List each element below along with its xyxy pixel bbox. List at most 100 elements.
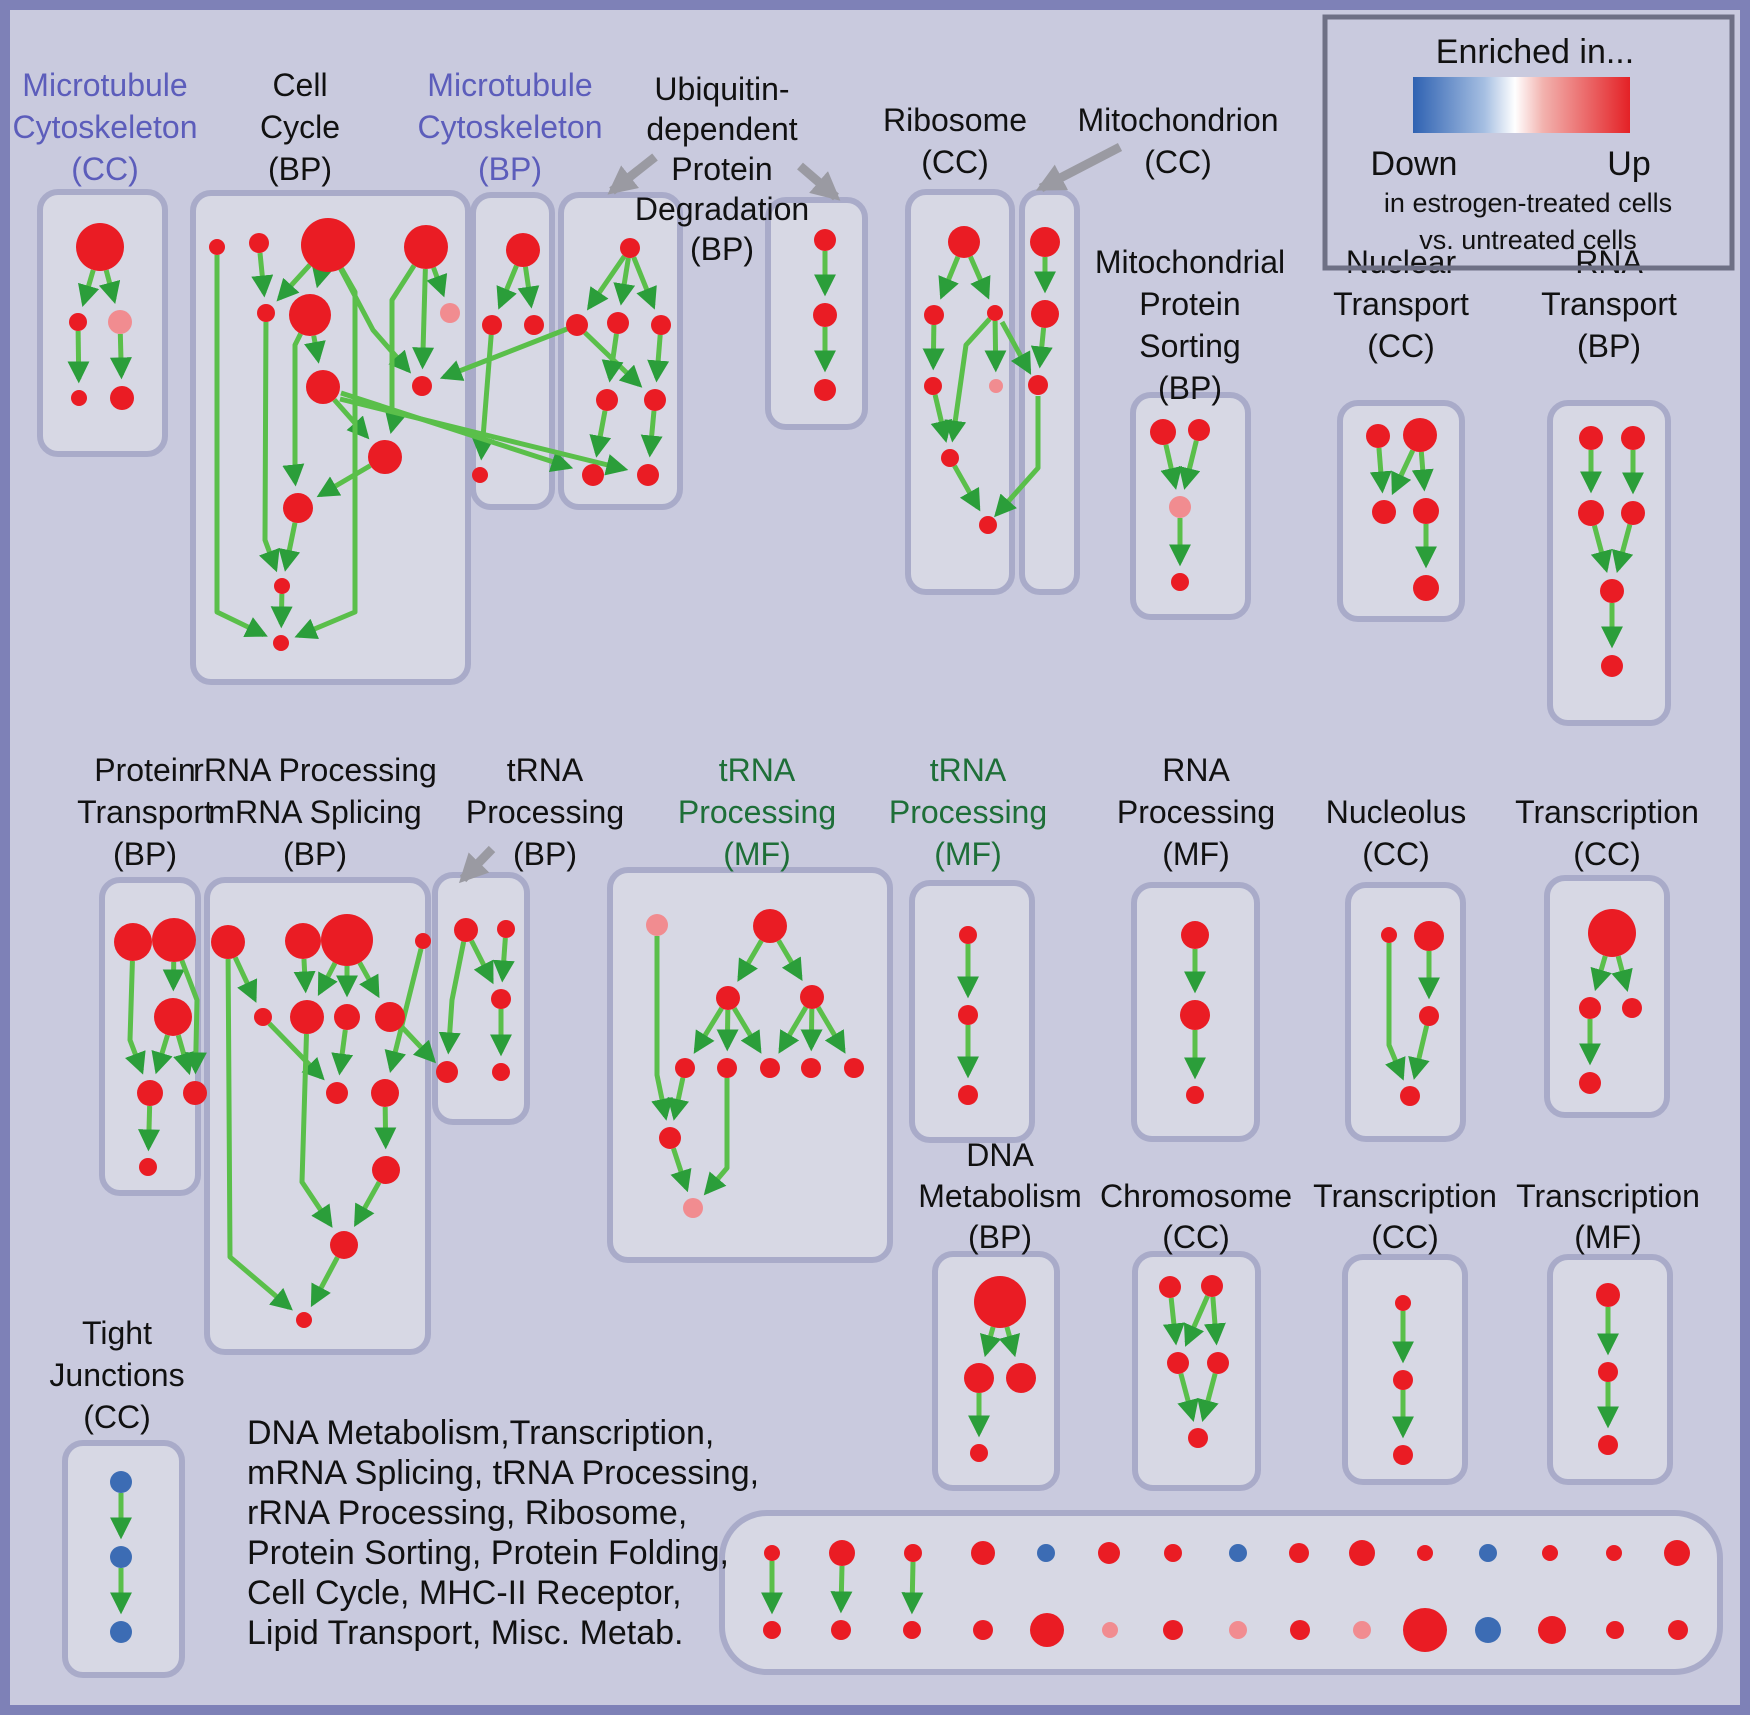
node-red-chromosome-cc (1159, 1276, 1181, 1298)
edge-cell-cycle-bp (332, 398, 370, 440)
cluster-label-chromosome-cc: (CC) (1162, 1219, 1230, 1255)
node-red-cell-cycle-bp (283, 493, 313, 523)
node-red-wide-box-top (1542, 1545, 1558, 1561)
edge-trna-processing-bp (469, 939, 494, 985)
node-red-trna-processing-bp (491, 989, 511, 1009)
node-red-wide-box-bottom (1290, 1620, 1310, 1640)
edge-ubiquitin-dependent-protein-degradation-bp (631, 256, 657, 310)
node-red-protein-transport-bp (114, 923, 152, 961)
node-red-wide-box-top (1164, 1544, 1182, 1562)
cluster-label-trna-processing-bp: (BP) (513, 836, 577, 872)
node-red-transcription-cc-2 (1395, 1295, 1411, 1311)
node-red-cell-cycle-bp (257, 304, 275, 322)
node-red-wide-box-bottom (903, 1621, 921, 1639)
cross-edge (398, 1023, 437, 1064)
node-red-wide-box-top (1289, 1543, 1309, 1563)
node-red-nuclear-transport-cc (1413, 575, 1439, 601)
cluster-label-transcription-cc-2: Transcription (1313, 1178, 1497, 1214)
cluster-label-tight-junctions-cc: Tight (82, 1315, 152, 1351)
edge-ribosome-cc (938, 255, 961, 300)
node-red-ubiquitin-dependent-protein-degradation-bp (644, 389, 666, 411)
edge-nuclear-transport-cc (1369, 447, 1392, 494)
edge-rrna-processing-mrna-splicing-bp (267, 1021, 325, 1081)
edge-rrna-processing-mrna-splicing-bp (299, 1033, 333, 1228)
node-red-cell-cycle-bp (273, 635, 289, 651)
edge-ribosome-cc (922, 324, 945, 371)
node-red-nuclear-transport-cc (1403, 418, 1437, 452)
edge-trna-processing-mf-large (815, 1006, 846, 1054)
misc-collapsed-clusters-text: Protein Sorting, Protein Folding, (247, 1534, 729, 1572)
cluster-label-trna-processing-bp: Processing (466, 794, 624, 830)
node-red-cell-cycle-bp (249, 233, 269, 253)
edge-trna-processing-mf-large (703, 1078, 730, 1196)
node-red-rrna-processing-mrna-splicing-bp (415, 933, 431, 949)
cluster-label-microtubule-cytoskeleton-bp: Cytoskeleton (418, 109, 603, 145)
node-red-rrna-processing-mrna-splicing-bp (372, 1156, 400, 1184)
edge-microtubule-cytoskeleton-bp (517, 266, 540, 309)
cluster-label-microtubule-cytoskeleton-cc: Microtubule (22, 67, 187, 103)
cluster-label-dna-metabolism-bp: Metabolism (918, 1178, 1082, 1214)
node-red-wide-box-bottom (973, 1620, 993, 1640)
node-red-mitochondrial-protein-sorting-bp (1150, 419, 1176, 445)
cluster-label-protein-transport-bp: Protein (94, 752, 195, 788)
edge-cell-cycle-bp (304, 335, 326, 364)
node-blue-wide-box-bottom (1475, 1617, 1501, 1643)
cluster-label-dna-metabolism-bp: DNA (966, 1137, 1034, 1173)
edge-rrna-processing-mrna-splicing-bp (225, 958, 293, 1311)
edge-wide-box-pair (901, 1561, 924, 1615)
edge-rrna-processing-mrna-splicing-bp (293, 958, 316, 994)
node-red-rrna-processing-mrna-splicing-bp (290, 1000, 324, 1034)
legend-gradient-bar (1413, 77, 1630, 133)
node-red-dna-metabolism-bp (970, 1444, 988, 1462)
edge-protein-transport-bp (179, 959, 207, 1075)
node-red-rna-transport-bp (1621, 501, 1645, 525)
cluster-label-transcription-cc-top: Transcription (1515, 794, 1699, 830)
edge-cell-cycle-bp (385, 264, 417, 435)
node-red-rna-processing-mf (1180, 1000, 1210, 1030)
node-red-ribosome-cc (987, 305, 1003, 321)
node-red-trna-processing-mf-large (717, 1058, 737, 1078)
node-red-rna-transport-bp (1600, 579, 1624, 603)
edge-trna-processing-mf-large (732, 1007, 762, 1054)
edge-microtubule-cytoskeleton-cc (67, 330, 90, 384)
node-red-wide-box-top (1417, 1545, 1433, 1561)
cluster-label-ribosome-cc: Ribosome (883, 102, 1027, 138)
cluster-label-ubiquitin-dependent-protein-degradation-bp: (BP) (690, 231, 754, 267)
cluster-label-ubiquitin-dependent-protein-degradation-bp: Protein (671, 151, 772, 187)
node-red-protein-transport-bp (154, 998, 192, 1036)
node-red-rna-transport-bp (1621, 426, 1645, 450)
edge-cell-cycle-bp (426, 266, 448, 298)
node-red-nuclear-transport-cc (1366, 424, 1390, 448)
cluster-label-transcription-mf: Transcription (1516, 1178, 1700, 1214)
node-blue-tight-junctions-cc (110, 1621, 132, 1643)
edge-trna-processing-bp (492, 937, 515, 983)
node-red-wide-box-bottom (1538, 1616, 1566, 1644)
cluster-label-nuclear-transport-cc: Transport (1333, 286, 1469, 322)
cluster-label-transcription-cc-2: (CC) (1371, 1219, 1439, 1255)
legend-down-label: Down (1371, 145, 1458, 183)
cluster-label-ubiquitin-dependent-protein-degradation-bp: Degradation (635, 191, 809, 227)
node-red-ubiquitin-dependent-protein-degradation-bp (814, 379, 836, 401)
edge-rrna-processing-mrna-splicing-bp (354, 1180, 382, 1228)
cluster-label-ubiquitin-dependent-protein-degradation-bp: dependent (646, 111, 797, 147)
legend-subtitle-1: in estrogen-treated cells (1384, 188, 1672, 218)
cluster-label-microtubule-cytoskeleton-cc: Cytoskeleton (13, 109, 198, 145)
edge-cell-cycle-bp (282, 332, 305, 487)
node-red-nucleolus-cc (1400, 1086, 1420, 1106)
node-red-rrna-processing-mrna-splicing-bp (285, 923, 321, 959)
node-red-trna-processing-mf-large (675, 1058, 695, 1078)
node-pink-mitochondrial-protein-sorting-bp (1169, 496, 1191, 518)
cross-edge (999, 320, 1032, 375)
node-red-wide-box-bottom (1163, 1620, 1183, 1640)
edge-cell-cycle-bp (294, 267, 358, 640)
layer-labels: Microtubule Cytoskeleton (CC) Cell Cycle (BP)… (13, 67, 1700, 1652)
cross-edge (994, 396, 1041, 518)
cluster-label-ubiquitin-dependent-protein-degradation-bp: Ubiquitin- (654, 71, 789, 107)
edge-nucleolus-cc (1385, 943, 1406, 1081)
node-red-microtubule-cytoskeleton-bp (482, 315, 502, 335)
cluster-box-transcription-cc-top (1544, 875, 1670, 1118)
edge-ubiquitin-dependent-protein-degradation-bp (601, 333, 624, 383)
node-pink-trna-processing-mf-large (683, 1198, 703, 1218)
cluster-label-trna-processing-mf-large: (MF) (723, 836, 791, 872)
cluster-box-dna-metabolism-bp (932, 1251, 1060, 1491)
